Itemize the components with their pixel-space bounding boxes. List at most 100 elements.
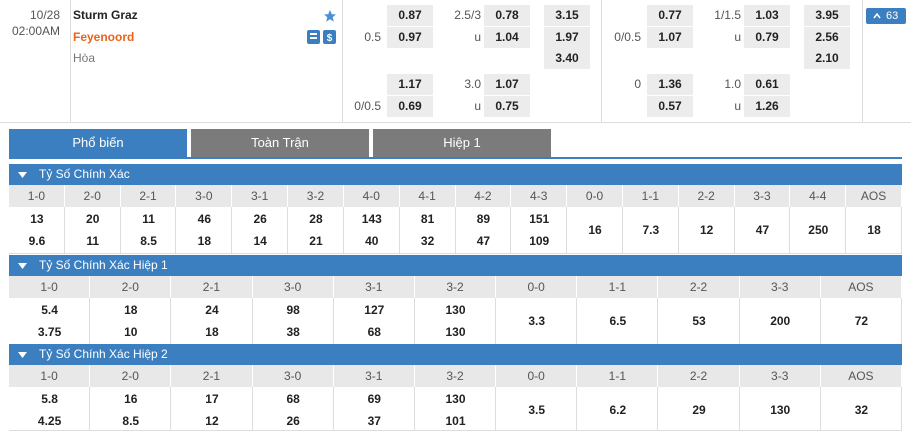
odds-value[interactable]: 38 [286, 325, 300, 339]
odds-value[interactable]: 9.6 [28, 234, 46, 248]
odds-cell[interactable] [399, 207, 456, 254]
odds-value[interactable]: 7.3 [642, 223, 660, 237]
odds-cell[interactable] [232, 207, 289, 254]
odds-cell[interactable] [120, 207, 177, 254]
odds-value[interactable]: 40 [365, 234, 379, 248]
odds-value[interactable]: 26 [253, 212, 267, 226]
odds-value[interactable]: 1.97 [544, 27, 590, 48]
odds-value[interactable]: 46 [197, 212, 212, 226]
odds-value[interactable]: 0.57 [647, 96, 693, 117]
odds-value[interactable]: 98 [286, 303, 300, 317]
odds-value[interactable]: 0.97 [387, 27, 433, 48]
odds-value[interactable]: 89 [476, 212, 491, 226]
odds-cell[interactable] [622, 207, 679, 254]
odds-value[interactable]: 143 [361, 212, 382, 226]
more-button[interactable]: 63 [866, 8, 906, 24]
odds-value[interactable]: 17 [205, 392, 219, 406]
odds-cell[interactable] [9, 387, 91, 431]
odds-cell[interactable] [343, 207, 400, 254]
odds-value[interactable]: 250 [808, 223, 829, 237]
odds-value[interactable]: 16 [124, 392, 138, 406]
odds-value[interactable]: 3.3 [528, 314, 545, 328]
odds-value[interactable]: 0.78 [484, 5, 530, 26]
odds-value[interactable]: 0.79 [744, 27, 790, 48]
odds-cell[interactable] [567, 207, 623, 254]
odds-value[interactable]: 18 [124, 303, 138, 317]
odds-value[interactable]: 16 [588, 223, 602, 237]
odds-cell[interactable] [64, 207, 121, 254]
odds-value[interactable]: 1.17 [387, 74, 433, 95]
odds-value[interactable]: 3.75 [37, 325, 62, 339]
odds-cell[interactable] [9, 207, 65, 254]
odds-value[interactable]: 32 [420, 234, 435, 248]
odds-value[interactable]: 109 [529, 234, 550, 248]
odds-value[interactable]: 3.5 [528, 403, 545, 417]
odds-value[interactable]: 130 [445, 303, 466, 317]
odds-value[interactable]: 0.69 [387, 96, 433, 117]
odds-value[interactable]: 1.26 [744, 96, 790, 117]
odds-cell[interactable] [820, 387, 902, 431]
tab[interactable]: Hiệp 1 [373, 129, 551, 157]
odds-value[interactable]: 151 [529, 212, 550, 226]
odds-value[interactable]: 14 [253, 234, 267, 248]
odds-value[interactable]: 28 [309, 212, 323, 226]
odds-value[interactable]: 47 [476, 234, 491, 248]
odds-value[interactable]: 3.15 [544, 5, 590, 26]
odds-cell[interactable] [511, 207, 568, 254]
odds-value[interactable]: 47 [755, 223, 770, 237]
odds-value[interactable]: 72 [854, 314, 869, 328]
odds-value[interactable]: 1.03 [744, 5, 790, 26]
odds-cell[interactable] [846, 207, 902, 254]
odds-value[interactable]: 1.04 [484, 27, 530, 48]
odds-value[interactable]: 5.4 [41, 303, 58, 317]
tab[interactable]: Toàn Trận [191, 129, 369, 157]
odds-value[interactable]: 0.61 [744, 74, 790, 95]
stats-icons[interactable]: $ [307, 30, 337, 45]
odds-value[interactable]: 0.77 [647, 5, 693, 26]
odds-cell[interactable] [577, 387, 659, 431]
odds-value[interactable]: 13 [30, 212, 44, 226]
odds-value[interactable]: 0.87 [387, 5, 433, 26]
odds-cell[interactable] [171, 387, 253, 431]
odds-value[interactable]: 26 [286, 414, 300, 428]
odds-value[interactable]: 18 [867, 223, 881, 237]
odds-value[interactable]: 29 [692, 403, 706, 417]
odds-cell[interactable] [176, 207, 233, 254]
odds-value[interactable]: 11 [86, 234, 100, 248]
odds-value[interactable]: 53 [692, 314, 706, 328]
odds-value[interactable]: 81 [420, 212, 435, 226]
odds-cell[interactable] [90, 387, 172, 431]
odds-value[interactable]: 5.8 [41, 392, 58, 406]
odds-value[interactable]: 1.36 [647, 74, 693, 95]
odds-value[interactable]: 18 [205, 325, 219, 339]
odds-cell[interactable] [678, 207, 735, 254]
odds-value[interactable]: 2.10 [804, 48, 850, 69]
odds-value[interactable]: 12 [699, 223, 714, 237]
odds-value[interactable]: 68 [367, 325, 381, 339]
odds-value[interactable]: 37 [367, 414, 381, 428]
odds-value[interactable]: 200 [770, 314, 791, 328]
odds-value[interactable]: 21 [309, 234, 323, 248]
odds-value[interactable]: 11 [142, 212, 155, 226]
odds-value[interactable]: 127 [364, 303, 385, 317]
odds-value[interactable]: 1.07 [484, 74, 530, 95]
section-header[interactable]: Tỷ Số Chính Xác Hiệp 1 [9, 255, 902, 276]
odds-value[interactable]: 6.2 [609, 403, 627, 417]
odds-value[interactable]: 6.5 [609, 314, 627, 328]
odds-value[interactable]: 18 [197, 234, 212, 248]
odds-value[interactable]: 68 [286, 392, 300, 406]
odds-value[interactable]: 24 [205, 303, 219, 317]
odds-cell[interactable] [333, 387, 415, 431]
odds-cell[interactable] [658, 387, 740, 431]
odds-value[interactable]: 1.07 [647, 27, 693, 48]
odds-value[interactable]: 101 [445, 414, 466, 428]
odds-value[interactable]: 8.5 [122, 414, 140, 428]
odds-cell[interactable] [414, 387, 497, 431]
odds-cell[interactable] [288, 207, 344, 254]
away-team[interactable]: Feyenoord [73, 30, 135, 44]
odds-value[interactable]: 2.56 [804, 27, 850, 48]
odds-cell[interactable] [790, 207, 847, 254]
odds-cell[interactable] [734, 207, 791, 254]
odds-cell[interactable] [252, 387, 334, 431]
home-team[interactable]: Sturm Graz [73, 8, 138, 22]
